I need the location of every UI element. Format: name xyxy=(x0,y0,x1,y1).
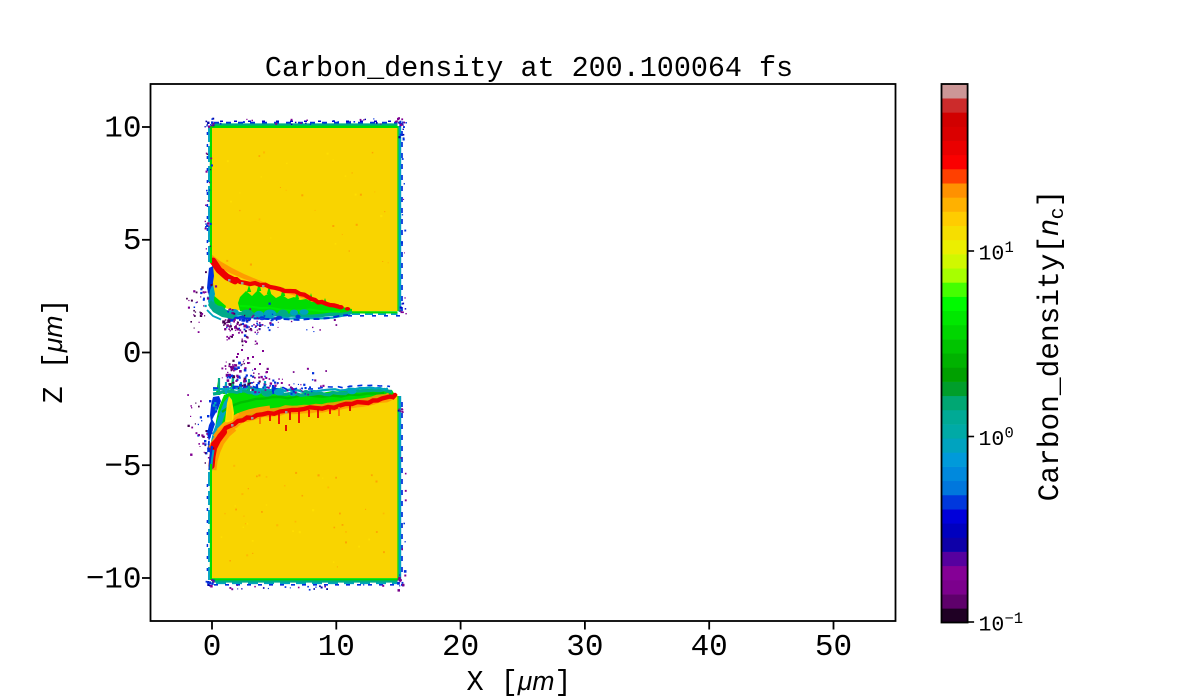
svg-text:−1: −1 xyxy=(1005,610,1024,628)
svg-text:−10: −10 xyxy=(86,563,142,598)
svg-text:0: 0 xyxy=(123,337,142,372)
svg-text:0: 0 xyxy=(203,630,222,665)
svg-text:10: 10 xyxy=(979,428,1005,452)
svg-text:50: 50 xyxy=(815,630,852,665)
svg-text:10: 10 xyxy=(979,243,1005,267)
svg-text:10: 10 xyxy=(318,630,355,665)
svg-text:20: 20 xyxy=(442,630,479,665)
svg-text:10: 10 xyxy=(979,614,1005,638)
svg-text:10: 10 xyxy=(104,112,141,147)
svg-text:X [μm]: X [μm] xyxy=(466,666,571,699)
svg-text:1: 1 xyxy=(1005,239,1014,257)
svg-text:5: 5 xyxy=(123,224,142,259)
svg-text:40: 40 xyxy=(691,630,728,665)
svg-text:Z [μm]: Z [μm] xyxy=(38,298,71,403)
svg-text:Carbon_density[nc]: Carbon_density[nc] xyxy=(1032,190,1070,502)
svg-text:0: 0 xyxy=(1005,425,1014,443)
svg-text:Carbon_density at 200.100064 f: Carbon_density at 200.100064 fs xyxy=(265,52,793,85)
svg-text:−5: −5 xyxy=(104,450,141,485)
svg-text:30: 30 xyxy=(566,630,603,665)
